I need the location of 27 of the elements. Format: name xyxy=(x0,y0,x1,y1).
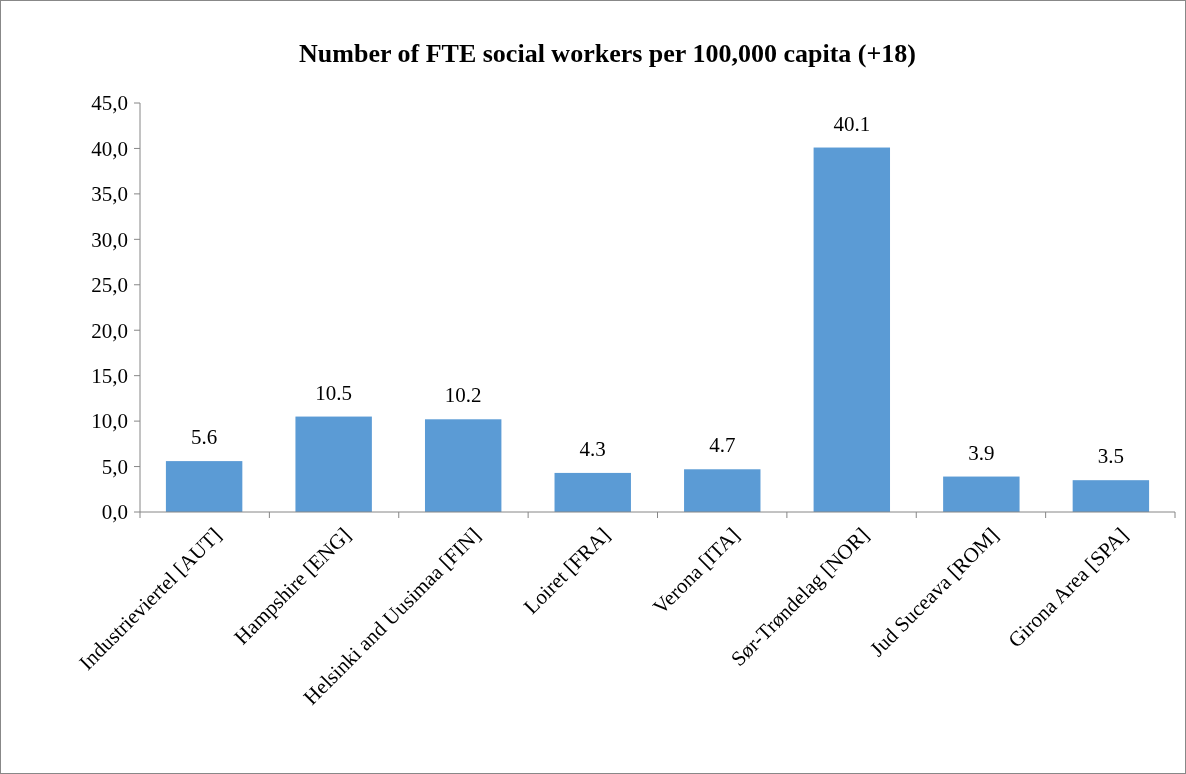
bar xyxy=(554,472,631,512)
data-label: 10.2 xyxy=(444,383,482,408)
bar xyxy=(165,461,243,512)
data-label: 4.3 xyxy=(579,436,606,461)
y-tick-label: 40,0 xyxy=(91,136,128,161)
data-label: 5.6 xyxy=(191,425,218,450)
y-tick-label: 15,0 xyxy=(91,364,128,389)
data-label: 4.7 xyxy=(709,433,736,458)
y-tick-label: 5,0 xyxy=(101,454,128,479)
bar xyxy=(1072,480,1150,512)
bar xyxy=(684,469,761,512)
y-tick-label: 35,0 xyxy=(91,182,128,207)
y-tick-label: 45,0 xyxy=(91,91,128,116)
bar xyxy=(295,416,372,512)
data-label: 3.5 xyxy=(1097,444,1124,469)
bar xyxy=(424,419,502,512)
y-tick-label: 10,0 xyxy=(91,409,128,434)
chart-title: Number of FTE social workers per 100,000 capita (+18) xyxy=(299,39,916,68)
data-label: 10.5 xyxy=(315,380,353,405)
data-label: 40.1 xyxy=(833,111,871,136)
y-tick-label: 25,0 xyxy=(91,273,128,298)
data-label: 3.9 xyxy=(968,440,995,465)
y-tick-label: 20,0 xyxy=(91,318,128,343)
bar xyxy=(813,147,891,512)
y-tick-label: 30,0 xyxy=(91,227,128,252)
bar xyxy=(943,476,1020,512)
y-tick-label: 0,0 xyxy=(101,500,128,525)
